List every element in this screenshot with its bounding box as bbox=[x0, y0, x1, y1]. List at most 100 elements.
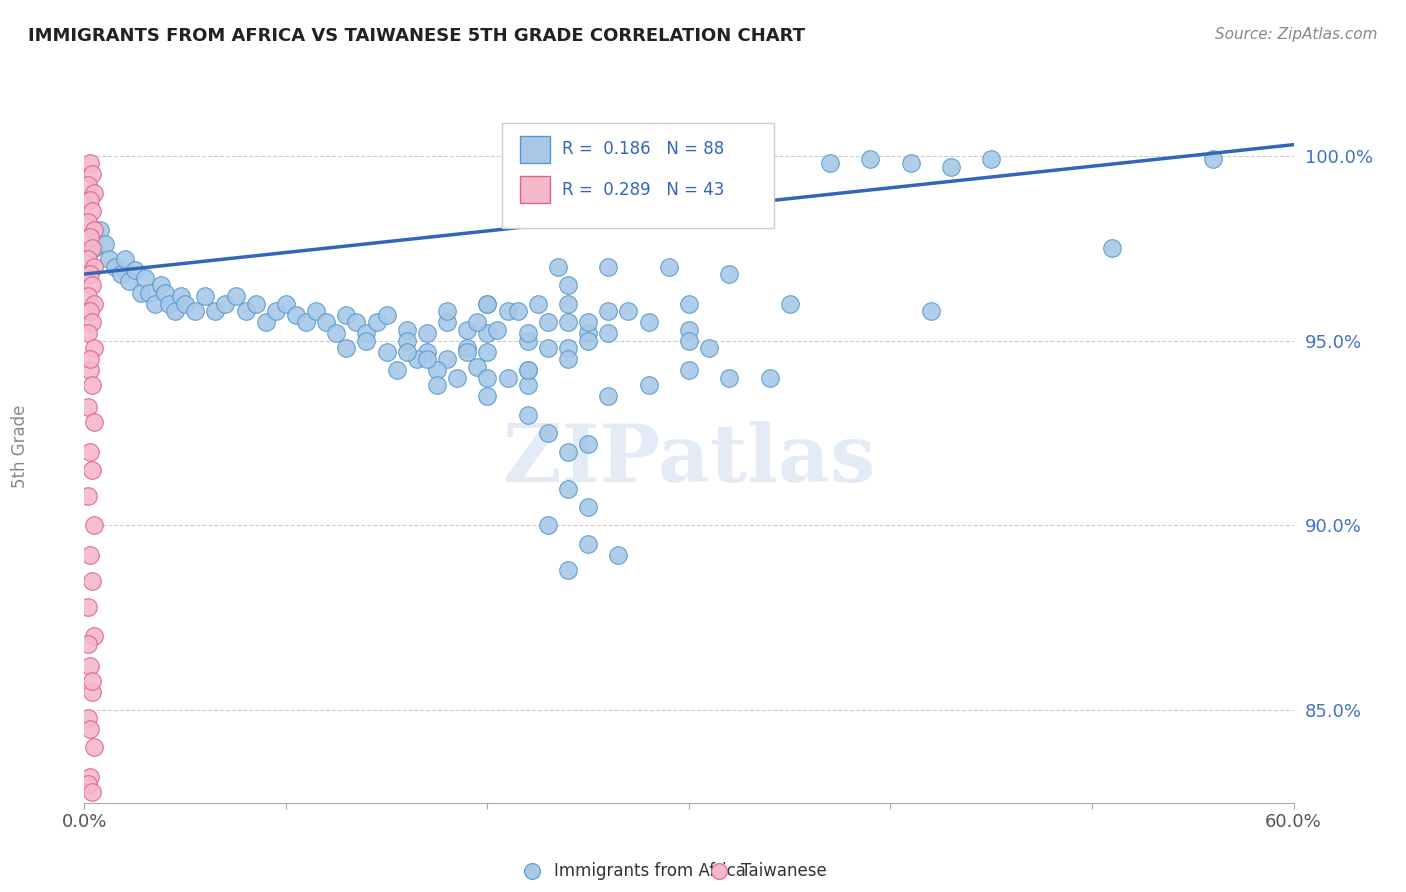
Point bbox=[467, 359, 489, 374]
Point bbox=[79, 156, 101, 170]
Point bbox=[315, 315, 337, 329]
Point bbox=[718, 370, 741, 384]
Point bbox=[678, 363, 700, 377]
Point bbox=[496, 370, 519, 384]
Point bbox=[516, 334, 538, 348]
Point bbox=[295, 315, 318, 329]
Point bbox=[557, 296, 579, 310]
Point bbox=[980, 153, 1002, 167]
Point bbox=[477, 389, 499, 403]
Point bbox=[576, 437, 599, 451]
Point bbox=[149, 278, 172, 293]
Point bbox=[274, 296, 297, 310]
Point bbox=[537, 518, 560, 533]
Point bbox=[77, 289, 100, 303]
Point bbox=[214, 296, 236, 310]
Point bbox=[576, 326, 599, 341]
Point bbox=[79, 267, 101, 281]
Point bbox=[83, 518, 105, 533]
Point bbox=[110, 267, 132, 281]
Point bbox=[82, 673, 104, 688]
Point bbox=[82, 685, 104, 699]
Point bbox=[83, 740, 105, 755]
Point bbox=[537, 341, 560, 355]
FancyBboxPatch shape bbox=[502, 123, 773, 228]
Point bbox=[83, 629, 105, 643]
Point bbox=[77, 777, 100, 791]
Point bbox=[82, 204, 104, 219]
Point bbox=[758, 370, 780, 384]
Point bbox=[506, 304, 529, 318]
Point bbox=[477, 370, 499, 384]
Point bbox=[697, 341, 720, 355]
Text: R =  0.186   N = 88: R = 0.186 N = 88 bbox=[562, 140, 724, 158]
Point bbox=[79, 363, 101, 377]
Point bbox=[900, 156, 922, 170]
Text: ZIPatlas: ZIPatlas bbox=[503, 421, 875, 500]
Point bbox=[496, 304, 519, 318]
Point bbox=[486, 322, 509, 336]
Point bbox=[557, 482, 579, 496]
Point bbox=[456, 322, 478, 336]
Point bbox=[557, 563, 579, 577]
Point bbox=[165, 304, 187, 318]
Point bbox=[416, 344, 439, 359]
FancyBboxPatch shape bbox=[520, 136, 550, 162]
Point bbox=[658, 260, 681, 274]
Point bbox=[77, 252, 100, 267]
Point bbox=[516, 408, 538, 422]
Point bbox=[79, 659, 101, 673]
Point bbox=[79, 548, 101, 562]
Point bbox=[395, 344, 418, 359]
Point bbox=[366, 315, 388, 329]
Point bbox=[79, 770, 101, 784]
Point bbox=[477, 344, 499, 359]
Point bbox=[920, 304, 942, 318]
Point bbox=[77, 711, 100, 725]
Point bbox=[285, 308, 308, 322]
Point bbox=[576, 315, 599, 329]
Point bbox=[416, 352, 439, 367]
Point bbox=[818, 156, 841, 170]
Point bbox=[598, 389, 620, 403]
Point bbox=[82, 378, 104, 392]
Point bbox=[637, 378, 659, 392]
Point bbox=[718, 267, 741, 281]
Point bbox=[79, 304, 101, 318]
Point bbox=[416, 326, 439, 341]
Point bbox=[138, 285, 160, 300]
Point bbox=[134, 270, 156, 285]
Point bbox=[385, 363, 408, 377]
Point bbox=[118, 275, 141, 289]
Point bbox=[174, 296, 197, 310]
Point bbox=[157, 296, 180, 310]
Point bbox=[77, 599, 100, 614]
Point bbox=[678, 296, 700, 310]
Point bbox=[426, 378, 449, 392]
Point bbox=[93, 237, 115, 252]
Point bbox=[254, 315, 277, 329]
Point bbox=[576, 334, 599, 348]
Point bbox=[153, 285, 176, 300]
Point bbox=[375, 344, 398, 359]
Point bbox=[235, 304, 257, 318]
Point bbox=[356, 326, 378, 341]
Text: Immigrants from Africa: Immigrants from Africa bbox=[554, 862, 745, 880]
Point bbox=[516, 378, 538, 392]
Point bbox=[83, 260, 105, 274]
Point bbox=[516, 326, 538, 341]
Text: Taiwanese: Taiwanese bbox=[741, 862, 827, 880]
Point bbox=[576, 500, 599, 514]
Point bbox=[114, 252, 136, 267]
Point bbox=[939, 160, 962, 174]
Point bbox=[576, 537, 599, 551]
Point bbox=[537, 425, 560, 440]
Point bbox=[557, 352, 579, 367]
Point bbox=[516, 363, 538, 377]
Point bbox=[477, 296, 499, 310]
Point bbox=[356, 334, 378, 348]
Point bbox=[395, 322, 418, 336]
Point bbox=[426, 363, 449, 377]
Point bbox=[325, 326, 347, 341]
Point bbox=[143, 296, 166, 310]
